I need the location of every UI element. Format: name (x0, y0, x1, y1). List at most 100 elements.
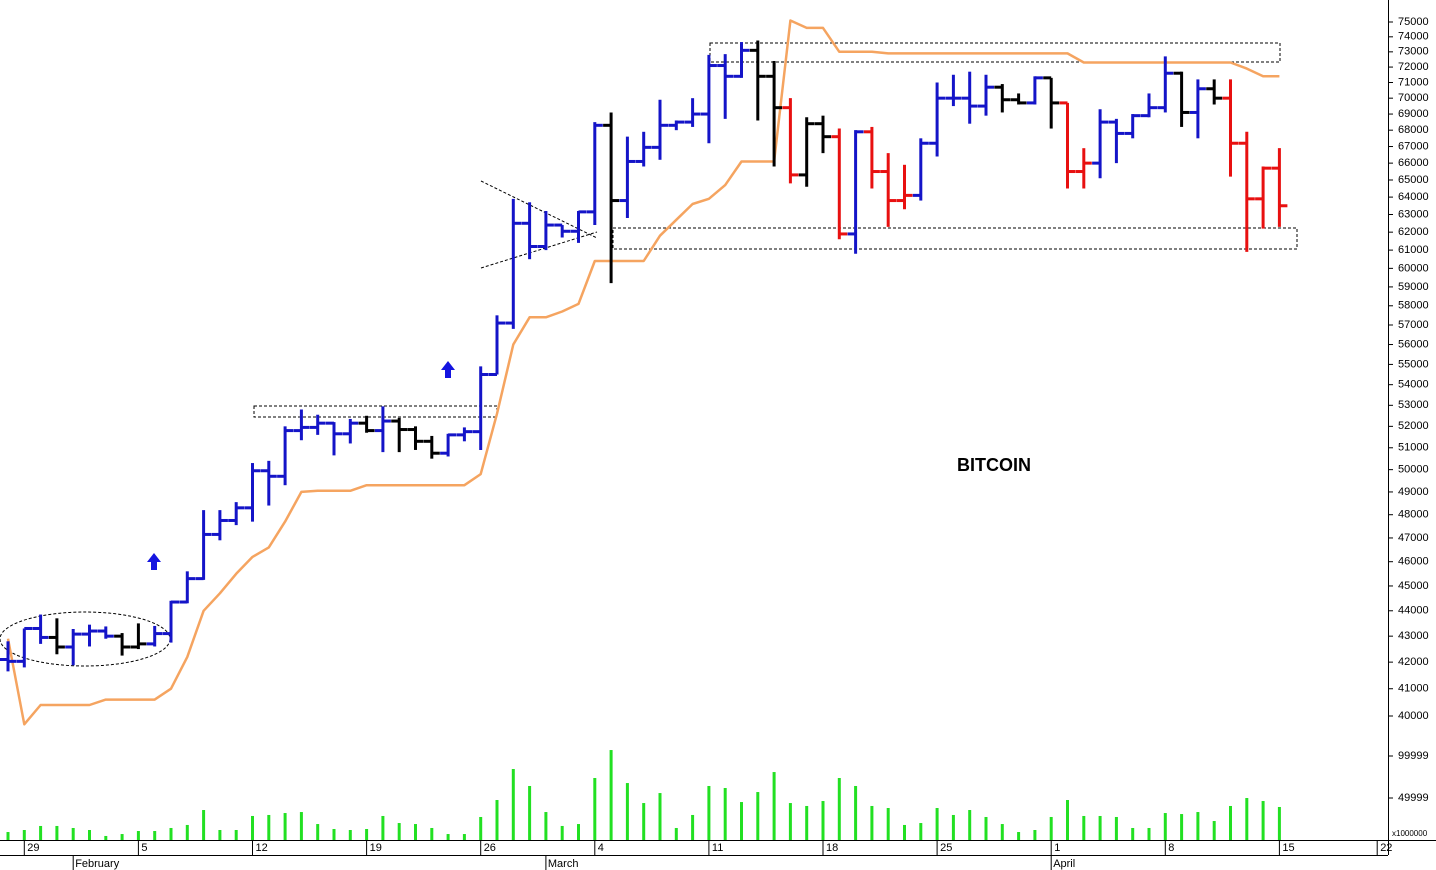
x-tick-label: 26 (484, 842, 496, 854)
volume-bar (968, 810, 972, 840)
arrows (147, 361, 455, 570)
volume-bar (1017, 832, 1021, 840)
volume-bar (723, 788, 727, 840)
y-tick-label: 56000 (1398, 338, 1429, 350)
volume-bar (511, 769, 515, 840)
y-tick-label: 41000 (1398, 683, 1429, 695)
volume-bar (1229, 805, 1232, 840)
up-arrow (441, 361, 455, 378)
volume-bar (348, 830, 352, 840)
volume-bar (153, 831, 157, 840)
volume-bar (593, 778, 597, 840)
volume-bar (854, 785, 858, 840)
y-tick-label: 69000 (1398, 108, 1429, 120)
y-tick-label: 40000 (1398, 710, 1429, 722)
volume-bar (299, 812, 303, 840)
y-tick-label: 68000 (1398, 124, 1429, 136)
volume-bar (577, 824, 580, 840)
volume-bar (544, 812, 548, 840)
volume-bar (674, 827, 678, 840)
top-range-box (709, 42, 1281, 63)
support-box (612, 227, 1298, 250)
volume-bar (169, 827, 173, 840)
volume-bar (1180, 814, 1184, 840)
month-label: April (1053, 858, 1075, 870)
month-label: February (75, 858, 120, 870)
y-tick-label: 65000 (1398, 174, 1429, 186)
volume-bar (1147, 827, 1151, 840)
volume-bar (234, 830, 238, 840)
y-tick-label: 46000 (1398, 556, 1429, 568)
volume-bar (837, 778, 841, 840)
volume-bar (430, 827, 434, 840)
volume-bar (495, 800, 499, 840)
x-tick-label: 12 (256, 842, 268, 854)
y-tick-label: 75000 (1398, 16, 1429, 28)
volume-bar (984, 816, 988, 840)
y-tick-label: 60000 (1398, 262, 1429, 274)
volume-bar (625, 783, 629, 840)
y-tick-label: 62000 (1398, 226, 1429, 238)
x-tick-label: 25 (940, 842, 952, 854)
x-tick-label: 22 (1380, 842, 1392, 854)
volume-bar (772, 772, 776, 840)
y-tick-label: 73000 (1398, 46, 1429, 58)
volume-bar (120, 834, 124, 840)
volume-bar (202, 810, 206, 840)
volume-bar (55, 825, 59, 840)
x-tick-label: 5 (141, 842, 147, 854)
volume-bar (365, 828, 369, 840)
volume-unit: x1000000 (1392, 829, 1428, 838)
drawings (0, 42, 1298, 667)
volume-bar (1163, 813, 1167, 840)
volume-bar (1261, 801, 1265, 840)
y-tick-label: 58000 (1398, 300, 1429, 312)
y-tick-label: 49000 (1398, 486, 1429, 498)
volume-bar (479, 816, 483, 840)
volume-bar (821, 801, 825, 840)
volume-bar (414, 824, 417, 840)
y-tick-label: 51000 (1398, 442, 1429, 454)
y-tick-label: 64000 (1398, 191, 1429, 203)
volume-bar (609, 750, 613, 840)
trend-line (6, 19, 1280, 726)
volume-bar (1066, 800, 1069, 840)
volume-bar (1131, 827, 1135, 840)
volume-bar (136, 831, 140, 840)
y-tick-label: 72000 (1398, 61, 1429, 73)
resistance-box (253, 405, 498, 418)
volume-bar (1245, 798, 1249, 840)
volume-bar (642, 803, 646, 840)
volume-bar (1049, 816, 1053, 840)
volume-bar (756, 792, 760, 840)
volume-bar (446, 834, 450, 840)
volume-bar (22, 830, 26, 840)
volume-bar (919, 823, 923, 840)
x-tick-label: 11 (712, 842, 723, 854)
x-tick-label: 15 (1282, 842, 1294, 854)
y-tick-label: 57000 (1398, 319, 1429, 331)
x-tick-label: 29 (27, 842, 39, 854)
y-tick-label: 48000 (1398, 509, 1429, 521)
y-tick-label: 61000 (1398, 244, 1429, 256)
y-tick-label: 71000 (1398, 76, 1429, 88)
volume-bar (185, 824, 189, 840)
volume-bar (1277, 806, 1281, 840)
x-tick-label: 19 (370, 842, 382, 854)
volume-bar (71, 827, 75, 840)
volume-bar (6, 832, 10, 840)
y-tick-label: 52000 (1398, 420, 1429, 432)
volume-bar (903, 824, 906, 840)
volume-bar (283, 813, 287, 840)
y-tick-label: 44000 (1398, 605, 1429, 617)
volume-bar (267, 814, 271, 840)
y-tick-label: 45000 (1398, 580, 1429, 592)
y-tick-label: 63000 (1398, 208, 1429, 220)
volume-bar (251, 815, 254, 840)
y-tick-label: 53000 (1398, 399, 1429, 411)
up-arrow (147, 553, 161, 570)
volume-bar (381, 815, 385, 840)
volume-bar (951, 814, 955, 840)
